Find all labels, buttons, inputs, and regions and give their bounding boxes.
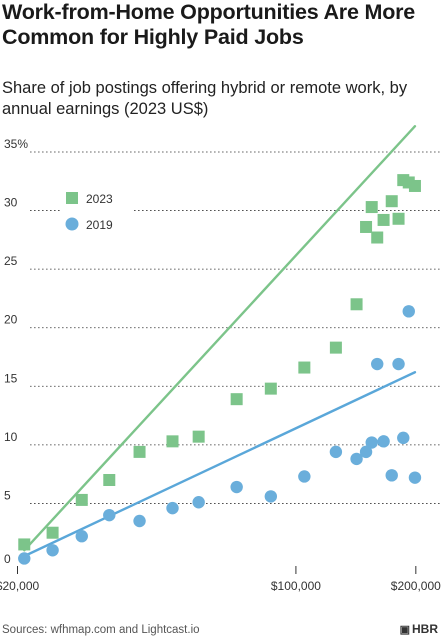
legend: 2023 2019: [60, 180, 134, 236]
point-2023-3: [103, 474, 116, 486]
chart-subtitle: Share of job postings offering hybrid or…: [2, 79, 408, 118]
point-2019-9: [298, 470, 311, 483]
y-tick-label-15: 15: [4, 371, 18, 385]
point-2019-17: [392, 357, 405, 371]
x-axis-ticks: $20,000 $100,000 $200,000: [0, 566, 441, 593]
point-2023-6: [192, 430, 205, 443]
legend-swatch-2023: [66, 192, 78, 204]
point-2023-5: [166, 435, 179, 448]
legend-label-2023: 2023: [86, 192, 113, 206]
x-tick-label-2: $200,000: [391, 579, 441, 593]
point-2023-13: [365, 201, 378, 214]
point-2023-0: [18, 538, 31, 551]
y-tick-label-25: 25: [4, 254, 18, 268]
point-2023-16: [385, 195, 398, 208]
trend-line-2023: [23, 125, 417, 552]
y-tick-label-35: 35%: [4, 137, 28, 151]
point-2019-19: [402, 305, 415, 318]
point-2023-2: [75, 493, 88, 506]
legend-swatch-2019: [65, 217, 79, 231]
point-2019-11: [350, 452, 363, 466]
point-2019-13: [365, 436, 378, 449]
point-2023-1: [46, 526, 59, 539]
point-2019-0: [18, 552, 31, 565]
point-2023-8: [264, 382, 277, 395]
point-2019-15: [377, 435, 390, 448]
point-2019-12: [359, 445, 373, 459]
point-2019-5: [166, 501, 179, 515]
point-2019-10: [329, 445, 343, 459]
point-2023-14: [371, 231, 384, 244]
chart-title: Work-from-Home Opportunities Are More Co…: [2, 0, 416, 49]
point-2023-4: [133, 445, 146, 458]
trend-lines: [23, 125, 417, 558]
x-tick-label-1: $100,000: [271, 579, 321, 593]
point-2019-8: [264, 490, 278, 503]
point-2019-3: [103, 508, 116, 522]
source-note: Sources: wfhmap.com and Lightcast.io: [2, 624, 200, 636]
point-2019-1: [46, 544, 59, 557]
point-2019-20: [408, 471, 422, 484]
brand-mark: ▣ HBR: [400, 622, 438, 636]
point-2019-14: [371, 357, 384, 371]
point-2023-9: [298, 361, 311, 374]
data-points: [18, 174, 422, 565]
y-axis-ticks: 0 5 10 15 20 25 30 35%: [4, 137, 28, 566]
hbr-logo-icon: ▣: [399, 624, 410, 636]
brand-label: HBR: [412, 622, 438, 636]
point-2023-10: [329, 341, 342, 354]
point-2019-16: [385, 469, 398, 482]
y-tick-label-5: 5: [4, 488, 11, 502]
point-2019-7: [230, 480, 243, 494]
point-2019-2: [75, 530, 88, 543]
point-2023-15: [377, 213, 390, 226]
point-2019-18: [397, 431, 410, 445]
y-tick-label-30: 30: [4, 196, 18, 210]
y-tick-label-20: 20: [4, 313, 18, 327]
point-2023-20: [408, 179, 421, 192]
y-tick-label-10: 10: [4, 430, 18, 444]
legend-label-2019: 2019: [86, 218, 113, 232]
point-2019-4: [133, 514, 146, 528]
point-2023-11: [350, 298, 363, 311]
y-tick-label-0: 0: [4, 552, 11, 566]
point-2023-17: [392, 212, 405, 225]
x-tick-label-0: $20,000: [0, 579, 39, 593]
point-2023-7: [230, 393, 243, 406]
point-2019-6: [192, 496, 205, 509]
point-2023-12: [360, 220, 373, 233]
trend-line-2019: [23, 371, 417, 558]
